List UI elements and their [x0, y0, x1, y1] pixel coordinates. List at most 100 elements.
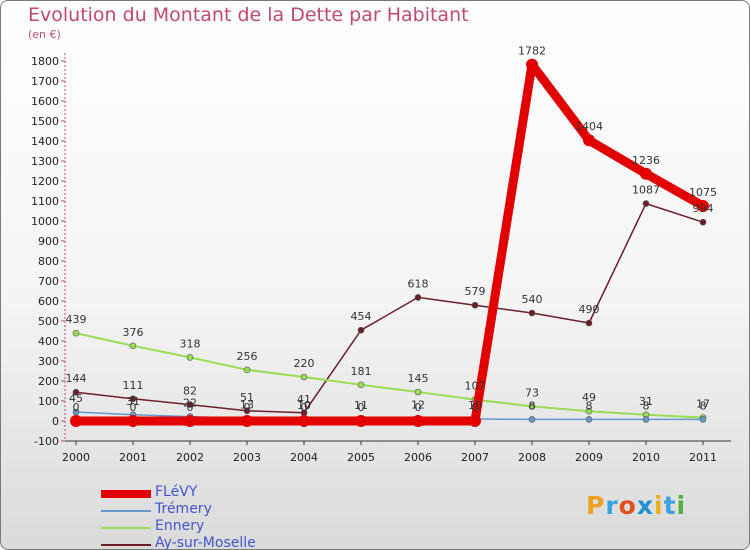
data-label: 41: [297, 393, 311, 406]
data-point: [469, 415, 481, 427]
data-label: 439: [66, 313, 87, 326]
data-point: [243, 407, 251, 415]
y-tick-label: 1700: [31, 75, 59, 88]
data-label: 220: [294, 357, 315, 370]
y-tick-label: 1500: [31, 115, 59, 128]
data-label: 51: [240, 391, 254, 404]
x-tick-label: 2003: [233, 451, 261, 464]
data-label: 1782: [518, 45, 546, 58]
y-tick-label: 1000: [31, 215, 59, 228]
data-point: [640, 167, 652, 180]
y-tick-label: 400: [38, 335, 59, 348]
data-label: 107: [465, 380, 486, 393]
data-point: [526, 58, 538, 71]
proxiti-logo: Proxiti: [586, 491, 687, 520]
x-tick-label: 2008: [518, 451, 546, 464]
y-tick-label: 1100: [31, 195, 59, 208]
data-point: [412, 415, 424, 427]
data-point: [127, 415, 139, 427]
data-label: 10: [468, 399, 482, 412]
y-tick-label: 1400: [31, 135, 59, 148]
data-point: [697, 200, 709, 212]
data-point: [243, 366, 251, 374]
data-point: [642, 200, 650, 207]
data-label: 10: [297, 399, 311, 412]
legend-label: FLéVY: [155, 484, 198, 500]
data-label: 0: [415, 401, 422, 414]
data-label: 1236: [632, 154, 660, 167]
data-label: 0: [244, 401, 251, 414]
legend-swatch: [101, 490, 151, 498]
series-line-ay-sur-moselle: [75, 202, 704, 414]
data-point: [300, 373, 308, 381]
data-label: 0: [472, 401, 479, 414]
data-label: 49: [582, 391, 596, 404]
y-tick-label: 300: [38, 355, 59, 368]
data-label: 31: [639, 395, 653, 408]
data-label: 11: [354, 399, 368, 412]
data-label: 181: [351, 365, 372, 378]
x-tick-label: 2001: [119, 451, 147, 464]
data-label: 0: [130, 401, 137, 414]
data-point: [414, 388, 422, 396]
data-point: [186, 354, 194, 361]
y-tick-label: 800: [38, 255, 59, 268]
data-label: 540: [522, 293, 543, 306]
y-tick-label: 600: [38, 295, 59, 308]
data-point: [585, 319, 593, 327]
data-label: 8: [700, 399, 707, 412]
y-tick-label: 1800: [31, 55, 59, 68]
chart-lines: [70, 58, 709, 427]
data-label: 8: [529, 399, 536, 412]
data-label: 1404: [575, 120, 603, 133]
data-label: 73: [525, 386, 539, 399]
x-tick-label: 2010: [632, 451, 660, 464]
data-label: 13: [240, 398, 254, 411]
y-tick-label: 900: [38, 235, 59, 248]
data-point: [699, 218, 707, 226]
data-point: [699, 416, 707, 423]
y-tick-label: -100: [34, 435, 59, 448]
x-tick-label: 2006: [404, 451, 432, 464]
series-line-fl-vy: [71, 60, 708, 426]
data-label: 82: [183, 385, 197, 398]
data-point: [471, 301, 479, 309]
legend-label: Trémery: [155, 501, 212, 517]
data-label: 31: [126, 395, 140, 408]
legend-label: Ay-sur-Moselle: [155, 535, 256, 550]
x-tick-label: 2004: [290, 451, 318, 464]
chart-subtitle: (en €): [28, 28, 61, 41]
data-point: [642, 416, 650, 423]
data-label: 145: [408, 372, 429, 385]
data-point: [70, 415, 82, 427]
y-tick-label: 500: [38, 315, 59, 328]
data-label: 111: [123, 379, 144, 392]
data-point: [129, 342, 137, 350]
y-tick-label: 100: [38, 395, 59, 408]
y-tick-label: 1600: [31, 95, 59, 108]
data-point: [357, 326, 365, 334]
y-tick-label: 700: [38, 275, 59, 288]
x-tick-label: 2005: [347, 451, 375, 464]
data-label: 0: [358, 401, 365, 414]
data-label: 490: [579, 303, 600, 316]
x-tick-label: 2009: [575, 451, 603, 464]
x-tick-label: 2011: [689, 451, 717, 464]
data-point: [184, 415, 196, 427]
data-label: 0: [73, 401, 80, 414]
data-point: [585, 407, 593, 415]
data-point: [298, 415, 310, 427]
data-label: 0: [301, 401, 308, 414]
data-label: 376: [123, 326, 144, 339]
data-point: [186, 401, 194, 408]
data-label: 618: [408, 277, 429, 290]
data-point: [241, 415, 253, 427]
data-point: [528, 416, 536, 423]
data-label: 318: [180, 337, 201, 350]
x-tick-label: 2000: [62, 451, 90, 464]
data-point: [72, 329, 80, 337]
x-tick-label: 2007: [461, 451, 489, 464]
y-tick-label: 1200: [31, 175, 59, 188]
